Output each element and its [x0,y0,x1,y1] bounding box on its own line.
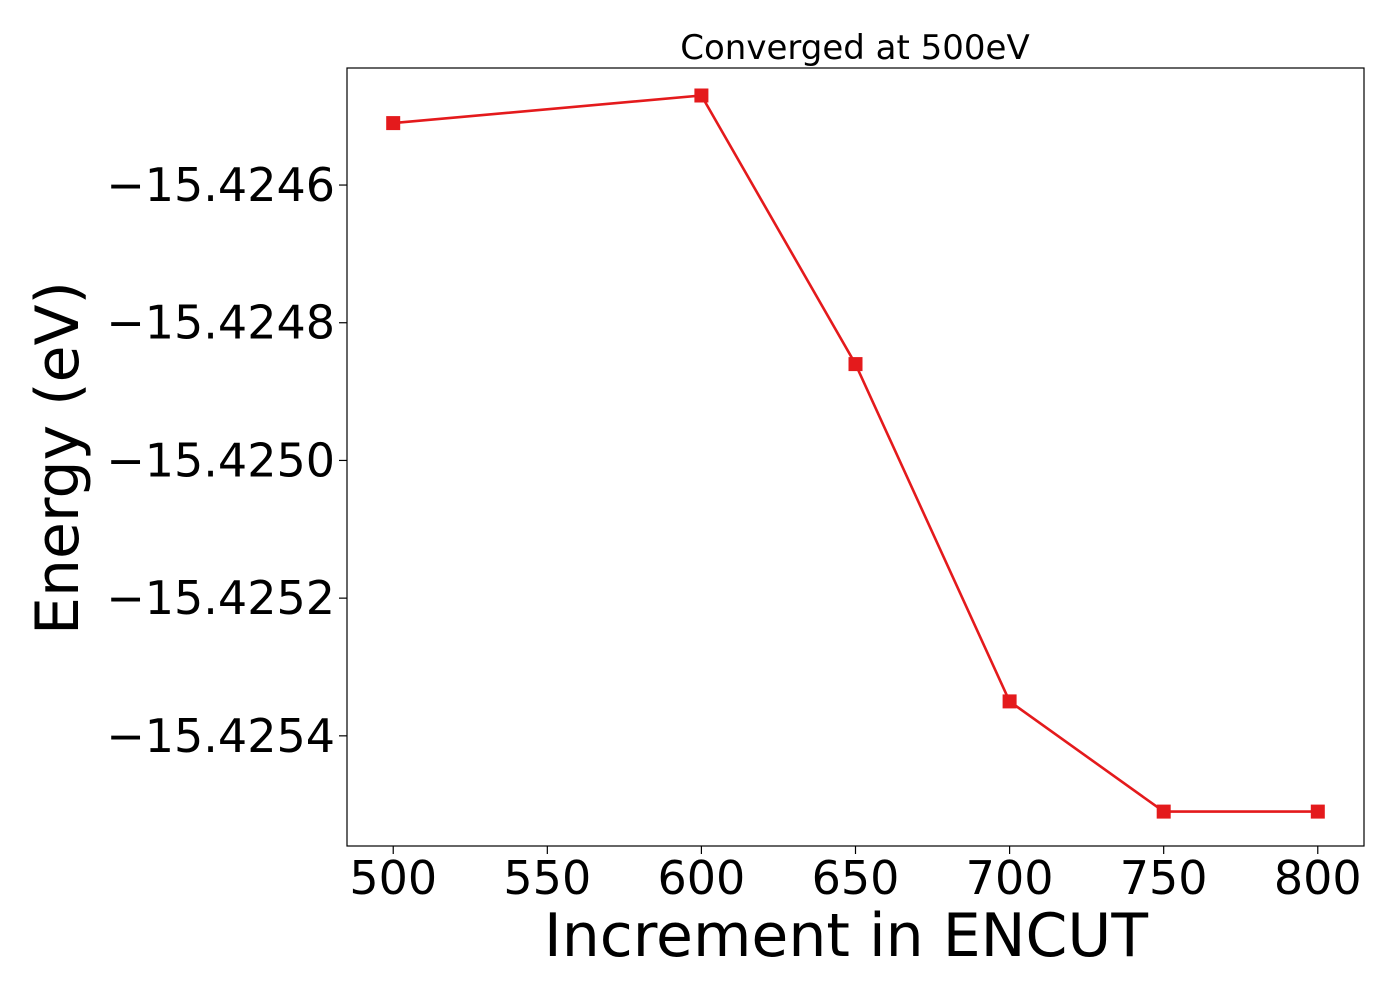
x-axis-ticks: 500 550 600 650 700 750 800 [349,846,1362,905]
x-tick-label: 600 [658,851,746,905]
plot-area-frame [346,67,1365,847]
x-tick-label: 750 [1120,851,1208,905]
y-axis-ticks: −15.4246 −15.4248 −15.4250 −15.4252 −15.4254 [106,158,347,763]
data-point-marker [694,88,709,103]
data-point-marker [1156,804,1171,819]
data-point-marker [1310,804,1325,819]
chart-title: Converged at 500eV [680,28,1029,68]
x-axis-label: Increment in ENCUT [544,901,1148,971]
x-tick-label: 550 [503,851,591,905]
x-tick-label: 700 [966,851,1054,905]
y-tick-label: −15.4246 [106,158,335,212]
series-line [393,94,1318,813]
y-axis-label: Energy (eV) [23,281,93,635]
y-tick-label: −15.4248 [106,296,335,350]
x-tick-label: 650 [812,851,900,905]
y-tick-label: −15.4252 [106,571,335,625]
y-tick-label: −15.4254 [106,709,335,763]
x-tick-label: 500 [349,851,437,905]
data-point-marker [1002,694,1017,709]
data-point-marker [848,357,863,372]
data-point-marker [386,116,401,131]
y-tick-label: −15.4250 [106,433,335,487]
series-layer [386,88,1325,819]
x-tick-label: 800 [1274,851,1362,905]
